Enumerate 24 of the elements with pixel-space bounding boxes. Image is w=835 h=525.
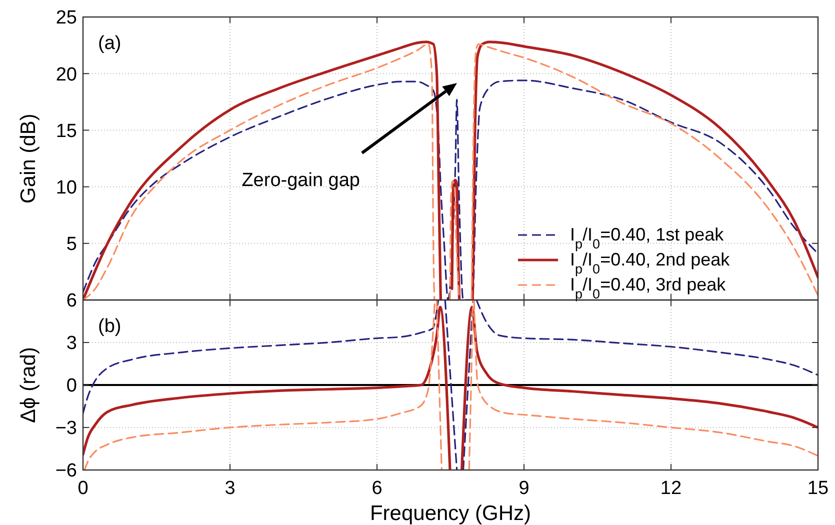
y-axis-title: Gain (dB) — [17, 114, 40, 204]
y-tick-label: −3 — [55, 418, 77, 440]
y-tick-label: 3 — [66, 333, 77, 354]
x-tick-label: 12 — [660, 478, 682, 499]
y-tick-label: 15 — [56, 120, 77, 142]
legend-label: I$_{p}$/I$_{0}$=0.40, 2nd peak — [570, 249, 731, 276]
y-tick-label: 20 — [56, 64, 77, 86]
x-tick-label: 3 — [224, 478, 236, 499]
y-tick-label: −6 — [55, 460, 77, 482]
x-axis-title: Frequency (GHz) — [370, 502, 532, 525]
legend-label: I$_{p}$/I$_{0}$=0.40, 3rd peak — [570, 274, 727, 301]
x-tick-label: 15 — [807, 478, 829, 499]
annotation: Zero-gain gap — [242, 170, 360, 191]
y-tick-label: 6 — [66, 290, 77, 312]
y-tick-label: 0 — [66, 376, 77, 397]
x-tick-label: 6 — [372, 478, 382, 499]
annotation: (a) — [98, 33, 122, 54]
y-tick-label: 10 — [56, 177, 77, 198]
y-axis-title: Δϕ (rad) — [17, 347, 40, 423]
y-tick-label: 25 — [56, 8, 77, 29]
x-tick-label: 9 — [518, 478, 530, 499]
annotation: (b) — [98, 316, 122, 337]
y-tick-label: 5 — [66, 234, 77, 256]
legend-label: I$_{p}$/I$_{0}$=0.40, 1st peak — [570, 224, 725, 251]
